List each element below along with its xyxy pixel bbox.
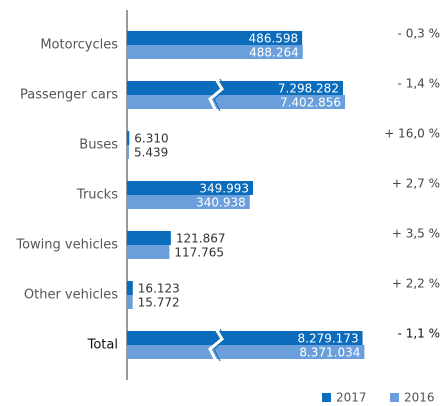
axis-break: [213, 78, 227, 112]
value-label: 16.123: [138, 282, 180, 296]
value-label: 8.279.173: [298, 332, 359, 346]
legend-swatch: [322, 393, 331, 402]
legend-swatch: [390, 393, 399, 402]
axis-break: [208, 328, 224, 362]
category-label: Buses: [79, 138, 118, 153]
axis-break: [213, 328, 227, 362]
value-label: 349.993: [199, 182, 249, 196]
bar: [127, 195, 250, 209]
legend-label: 2017: [336, 391, 367, 405]
bar: [127, 95, 346, 109]
bar: [127, 281, 133, 295]
bar: [127, 45, 303, 59]
value-label: 121.867: [176, 232, 226, 246]
value-label: 7.402.856: [280, 96, 341, 110]
value-label: 340.938: [196, 196, 246, 210]
category-label: Towing vehicles: [15, 238, 118, 253]
category-label: Trucks: [76, 188, 118, 203]
value-label: 15.772: [138, 296, 180, 310]
bar: [127, 231, 171, 245]
value-label: 486.598: [249, 32, 299, 46]
bar: [127, 181, 253, 195]
change-label: + 16,0 %: [384, 127, 440, 141]
change-label: - 0,3 %: [398, 27, 440, 41]
value-label: 7.298.282: [278, 82, 339, 96]
bar: [127, 131, 130, 145]
bar: [127, 331, 363, 345]
bar: [127, 295, 133, 309]
value-label: 5.439: [134, 146, 168, 160]
bar: [127, 81, 343, 95]
axis-break: [208, 78, 224, 112]
bar: [127, 145, 129, 159]
category-label: Passenger cars: [20, 88, 118, 103]
change-label: - 1,1 %: [398, 327, 440, 341]
change-label: + 3,5 %: [392, 227, 440, 241]
bar: [127, 345, 365, 359]
value-label: 117.765: [174, 246, 224, 260]
category-label: Total: [87, 338, 118, 353]
bar: [127, 245, 170, 259]
category-label: Other vehicles: [24, 288, 118, 303]
change-label: + 2,7 %: [392, 177, 440, 191]
change-label: - 1,4 %: [398, 77, 440, 91]
value-label: 8.371.034: [299, 346, 360, 360]
legend-label: 2016: [404, 391, 435, 405]
bar: [127, 31, 303, 45]
value-label: 6.310: [134, 132, 168, 146]
change-label: + 2,2 %: [392, 277, 440, 291]
value-label: 488.264: [249, 46, 299, 60]
category-label: Motorcycles: [40, 38, 118, 53]
